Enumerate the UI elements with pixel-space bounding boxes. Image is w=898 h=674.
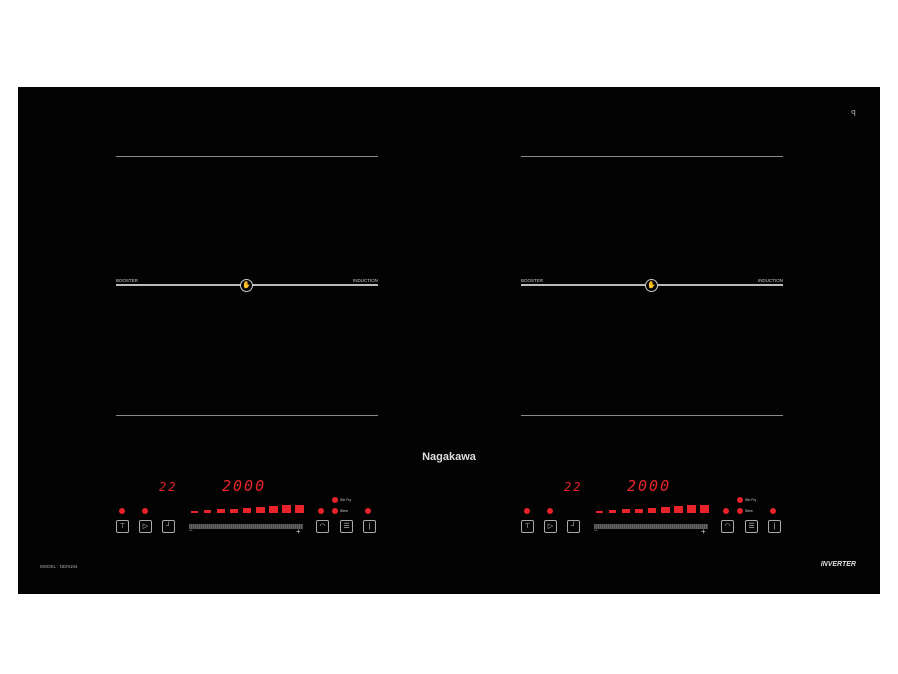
power-level-bar <box>596 511 603 513</box>
power-level-bar <box>191 511 198 513</box>
minus-label: − <box>189 528 193 534</box>
menu-button[interactable]: ☰ <box>745 520 758 533</box>
power-level-bar <box>700 504 710 513</box>
power-level-bar <box>230 508 238 513</box>
power-level-bar <box>635 508 643 513</box>
stir-fry-button[interactable]: ◠ <box>316 520 329 533</box>
timer-button[interactable]: ┘ <box>162 520 175 533</box>
power-button[interactable]: | <box>768 520 781 533</box>
stew-label: Stew <box>340 509 348 513</box>
stew-label: Stew <box>745 509 753 513</box>
hand-icon[interactable]: ✋ <box>645 279 658 292</box>
power-level-bar <box>674 506 683 513</box>
power-level-bar <box>217 509 225 513</box>
menu-button[interactable]: ☰ <box>340 520 353 533</box>
timer-display: 22 <box>159 480 178 494</box>
power-level-bar <box>243 507 252 513</box>
cooking-zone-right: BOOSTER INDUCTION ✋ <box>521 156 783 416</box>
booster-label: BOOSTER <box>116 278 139 283</box>
power-level-bar <box>687 505 697 513</box>
power-level-bar <box>256 507 265 513</box>
hand-icon[interactable]: ✋ <box>240 279 253 292</box>
power-level-bar <box>622 509 630 513</box>
induction-label: INDUCTION <box>758 278 783 283</box>
corner-logo-icon: ꟼ <box>851 109 856 118</box>
plus-label: + <box>701 527 706 536</box>
booster-label: BOOSTER <box>521 278 544 283</box>
brand-logo: Nagakawa <box>422 451 476 463</box>
control-panel-right: 22 2000 Stir Fry Stew ⊤ ▷ ┘ − + ◠ ☰ | <box>521 472 783 542</box>
stir-fry-label: Stir Fry <box>745 498 757 502</box>
timer-display: 22 <box>564 480 583 494</box>
timer-button[interactable]: ┘ <box>567 520 580 533</box>
power-slider[interactable] <box>189 524 303 529</box>
power-button[interactable]: | <box>363 520 376 533</box>
power-level-bar <box>609 510 617 513</box>
plus-label: + <box>296 527 301 536</box>
control-panel-left: 22 2000 Stir Fry Stew ⊤ ▷ ┘ − + ◠ ☰ | <box>116 472 378 542</box>
power-display: 2000 <box>627 477 672 495</box>
power-level-bar <box>648 507 657 513</box>
power-level-bar <box>295 504 305 513</box>
cooktop-glass: ꟼ BOOSTER INDUCTION ✋ BOOSTER INDUCTION … <box>18 87 880 594</box>
power-display: 2000 <box>222 477 267 495</box>
power-slider[interactable] <box>594 524 708 529</box>
induction-label: INDUCTION <box>353 278 378 283</box>
minus-label: − <box>594 528 598 534</box>
lock-button[interactable]: ⊤ <box>521 520 534 533</box>
stir-fry-button[interactable]: ◠ <box>721 520 734 533</box>
model-label: MODEL : NDI9194 <box>40 564 78 569</box>
stir-fry-label: Stir Fry <box>340 498 352 502</box>
inverter-logo: INVERTER <box>820 561 856 568</box>
power-level-bar <box>282 505 292 513</box>
lock-button[interactable]: ⊤ <box>116 520 129 533</box>
power-level-bar <box>661 507 670 513</box>
power-level-bar <box>269 506 278 513</box>
cooking-zone-left: BOOSTER INDUCTION ✋ <box>116 156 378 416</box>
pause-button[interactable]: ▷ <box>139 520 152 533</box>
power-level-bar <box>204 510 212 513</box>
pause-button[interactable]: ▷ <box>544 520 557 533</box>
